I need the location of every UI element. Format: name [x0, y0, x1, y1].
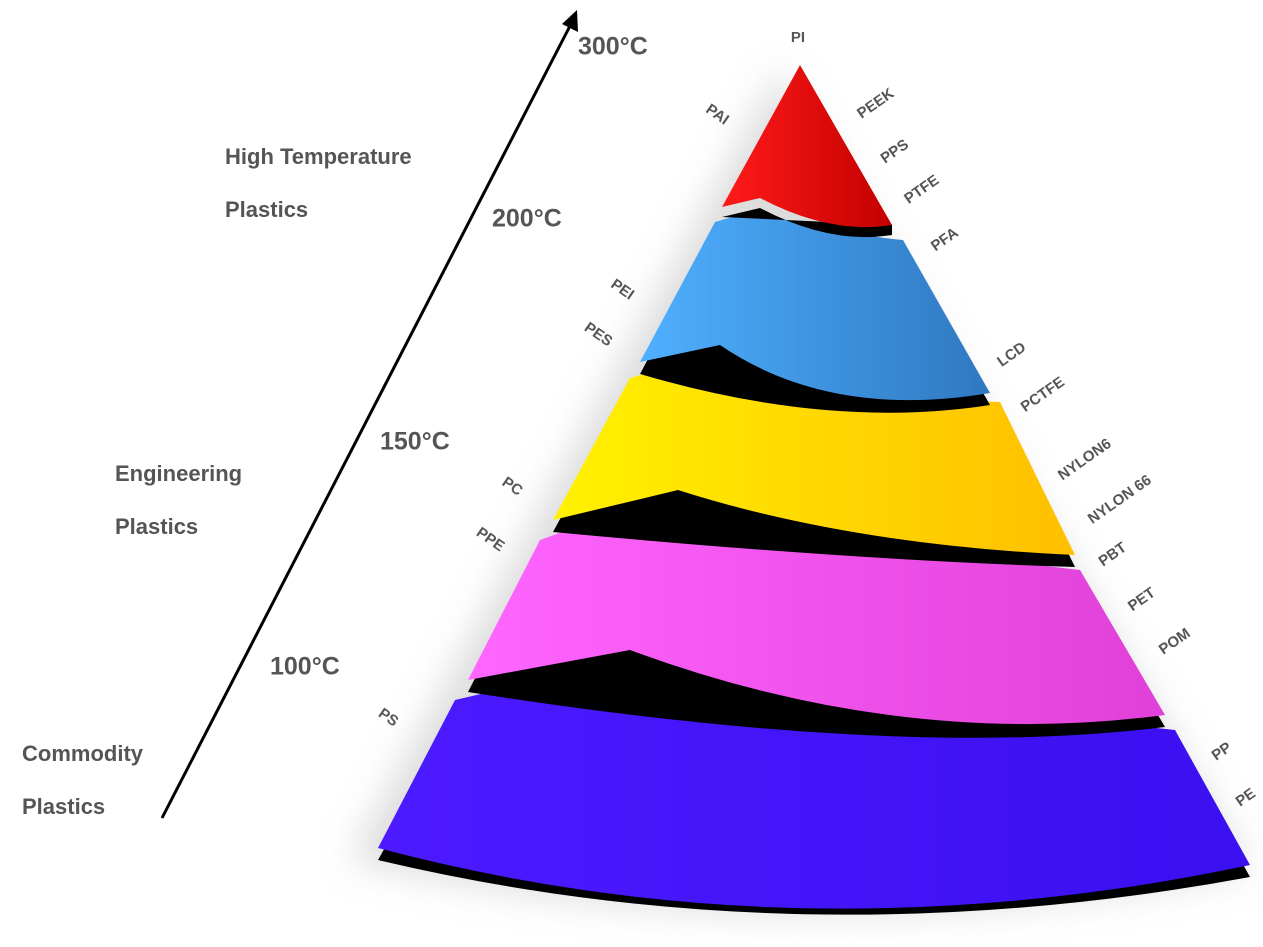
plastic-label: PPE [473, 524, 507, 555]
layer-high-temp-low [640, 212, 990, 401]
arrow-head [562, 10, 578, 32]
plastic-label: PI [791, 29, 805, 46]
category-label: High Temperature [225, 144, 412, 169]
plastic-label: LCD [994, 339, 1029, 371]
plastic-label: PCTFE [1018, 374, 1068, 416]
plastic-label: PEI [608, 276, 638, 304]
plastic-label: PEEK [854, 85, 897, 122]
temperature-label: 300°C [578, 33, 648, 61]
category-label: Commodity [22, 741, 144, 766]
plastic-label: PTFE [901, 172, 942, 208]
temperature-label: 100°C [270, 653, 340, 681]
plastic-label: PE [1233, 785, 1259, 810]
plastic-label: PP [1209, 739, 1235, 764]
arrow [160, 21, 574, 819]
category-label: Engineering [115, 461, 242, 486]
category-label: Plastics [225, 197, 308, 222]
plastic-label: PC [499, 474, 526, 500]
plastic-label: NYLON 66 [1085, 472, 1155, 528]
layer-high-temp-top [722, 65, 892, 228]
category-label: Plastics [22, 794, 105, 819]
category-label: Plastics [115, 514, 198, 539]
plastic-label: PET [1125, 584, 1159, 615]
plastic-label: PPS [878, 136, 912, 167]
plastic-label: POM [1156, 625, 1194, 659]
layer-shadow [722, 208, 892, 238]
plastic-label: PFA [928, 224, 962, 255]
temperature-label: 150°C [380, 428, 450, 456]
plastic-label: PAI [703, 101, 732, 129]
plastic-label: PES [581, 319, 615, 350]
plastic-label: PBT [1096, 539, 1130, 570]
plastic-label: NYLON6 [1055, 435, 1115, 484]
plastic-label: PS [375, 705, 401, 730]
temperature-label: 200°C [492, 205, 562, 233]
